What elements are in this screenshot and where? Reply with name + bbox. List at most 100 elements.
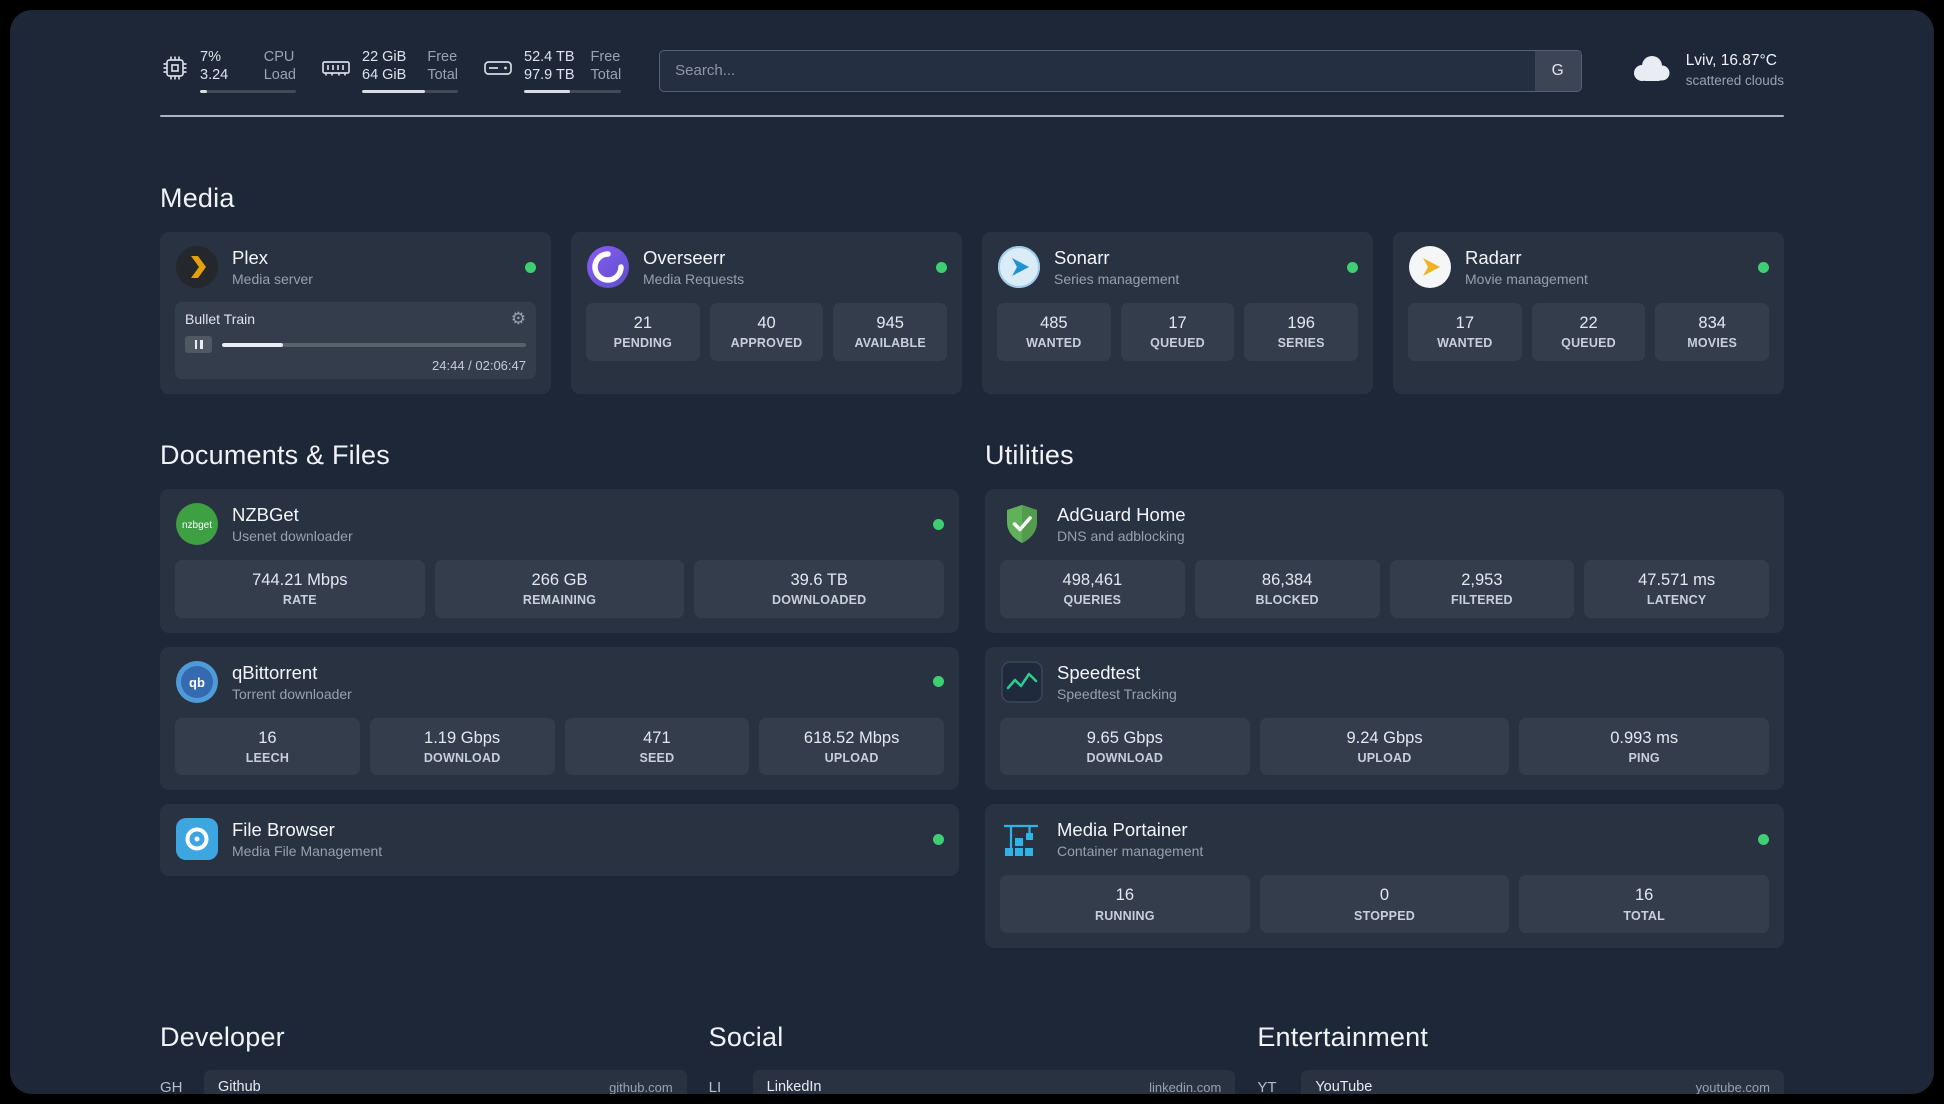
cpu-icon	[160, 53, 190, 88]
portainer-desc: Container management	[1057, 843, 1204, 860]
memory-label-2: Total	[427, 67, 458, 84]
social-section-title: Social	[708, 1022, 784, 1053]
qbittorrent-desc: Torrent downloader	[232, 685, 352, 702]
plex-link[interactable]: Plex Media server	[175, 245, 536, 289]
portainer-stats: 16 RUNNING 0 STOPPED 16 TOTAL	[1000, 875, 1770, 934]
nzbget-desc: Usenet downloader	[232, 528, 353, 545]
bookmark-link-youtube[interactable]: YouTube youtube.com	[1301, 1070, 1784, 1094]
developer-section-title: Developer	[160, 1022, 285, 1053]
speedtest-stat-ping: 0.993 ms PING	[1519, 717, 1770, 776]
bookmark-group-developer: Developer GH Github github.com SO StackO…	[160, 1022, 687, 1094]
cpu-label-2: Load	[263, 67, 296, 84]
radarr-name: Radarr	[1465, 247, 1522, 269]
pause-button[interactable]	[185, 336, 212, 354]
sonarr-status-dot	[1347, 261, 1358, 273]
overseerr-link[interactable]: Overseerr Media Requests	[586, 245, 947, 289]
bookmark-youtube: YT YouTube youtube.com	[1257, 1070, 1784, 1094]
qbittorrent-link[interactable]: qb qBittorrent Torrent downloader	[175, 660, 944, 704]
bookmark-link-linkedin[interactable]: LinkedIn linkedin.com	[752, 1070, 1236, 1094]
disk-free-value: 52.4 TB	[524, 49, 575, 65]
speedtest-link[interactable]: Speedtest Speedtest Tracking	[1000, 660, 1769, 704]
portainer-stat-stopped: 0 STOPPED	[1259, 875, 1510, 934]
weather-cloud-icon	[1628, 52, 1674, 89]
speedtest-stat-upload: 9.24 Gbps UPLOAD	[1259, 717, 1510, 776]
weather-condition: scattered clouds	[1685, 72, 1784, 88]
filebrowser-status-dot	[933, 833, 944, 845]
nzbget-card: nzbget NZBGet Usenet downloader 74	[160, 489, 959, 633]
svg-text:qb: qb	[189, 675, 205, 690]
topbar-divider	[160, 115, 1784, 118]
playback-progress-bar[interactable]	[222, 342, 526, 347]
section-documents: Documents & Files nzbget	[160, 440, 959, 877]
portainer-stat-running: 16 RUNNING	[1000, 875, 1250, 934]
qbittorrent-stat-download: 1.19 Gbps DOWNLOAD	[369, 717, 555, 776]
speedtest-icon	[1000, 660, 1044, 704]
portainer-card: Media Portainer Container management 16 …	[985, 804, 1784, 949]
qbittorrent-stats: 16 LEECH 1.19 Gbps DOWNLOAD 471 SEED	[175, 717, 944, 776]
portainer-name: Media Portainer	[1057, 819, 1188, 841]
sonarr-stat-series: 196 SERIES	[1244, 303, 1359, 361]
radarr-link[interactable]: Radarr Movie management	[1408, 245, 1769, 289]
portainer-icon	[1000, 817, 1044, 861]
speedtest-stats: 9.65 Gbps DOWNLOAD 9.24 Gbps UPLOAD 0.99…	[1000, 717, 1770, 776]
disk-total-value: 97.9 TB	[524, 67, 575, 84]
search-input[interactable]	[659, 49, 1582, 92]
filebrowser-link[interactable]: File Browser Media File Management	[175, 817, 944, 861]
memory-free-value: 22 GiB	[362, 49, 407, 65]
filebrowser-desc: Media File Management	[232, 843, 383, 860]
topbar: 7% 3.24 CPU Load	[160, 48, 1784, 94]
sonarr-link[interactable]: Sonarr Series management	[997, 245, 1358, 289]
plex-track-title: Bullet Train	[185, 310, 256, 327]
nzbget-icon: nzbget	[175, 502, 219, 546]
content: 7% 3.24 CPU Load	[160, 10, 1784, 1094]
adguard-link[interactable]: AdGuard Home DNS and adblocking	[1000, 502, 1769, 546]
gear-icon[interactable]: ⚙	[510, 309, 526, 329]
portainer-link[interactable]: Media Portainer Container management	[1000, 817, 1769, 861]
nzbget-link[interactable]: nzbget NZBGet Usenet downloader	[175, 502, 944, 546]
disk-icon	[482, 53, 514, 88]
overseerr-desc: Media Requests	[643, 271, 745, 288]
adguard-icon	[1000, 502, 1044, 546]
bookmark-link-github[interactable]: Github github.com	[204, 1070, 687, 1094]
disk-progress-bar	[524, 90, 622, 94]
plex-status-dot	[525, 261, 536, 273]
adguard-stats: 498,461 QUERIES 86,384 BLOCKED 2,953 FIL…	[1000, 560, 1769, 618]
adguard-stat-queries: 498,461 QUERIES	[1000, 560, 1185, 618]
overseerr-stat-approved: 40 APPROVED	[709, 303, 824, 361]
memory-widget: 22 GiB 64 GiB Free Total	[320, 48, 458, 94]
disk-widget: 52.4 TB 97.9 TB Free Total	[482, 48, 622, 94]
radarr-stat-movies: 834 MOVIES	[1655, 303, 1770, 361]
qbittorrent-card: qb qBittorrent Torrent downloader	[160, 646, 959, 791]
system-widgets: 7% 3.24 CPU Load	[160, 48, 622, 94]
sonarr-stats: 485 WANTED 17 QUEUED 196 SERIES	[997, 303, 1359, 361]
disk-label-2: Total	[590, 67, 622, 84]
radarr-icon	[1408, 245, 1452, 289]
overseerr-stat-available: 945 AVAILABLE	[833, 303, 948, 361]
qbittorrent-stat-leech: 16 LEECH	[175, 717, 360, 776]
radarr-card: Radarr Movie management 17 WANTED 22 QUE…	[1393, 232, 1784, 395]
bookmark-group-entertainment: Entertainment YT YouTube youtube.com NF …	[1257, 1022, 1784, 1094]
playback-time: 24:44 / 02:06:47	[432, 358, 526, 374]
overseerr-name: Overseerr	[643, 247, 726, 269]
nzbget-stat-rate: 744.21 Mbps RATE	[175, 560, 425, 618]
search-bar: G	[659, 49, 1582, 92]
nzbget-stat-remaining: 266 GB REMAINING	[434, 560, 685, 618]
overseerr-stat-pending: 21 PENDING	[586, 303, 700, 361]
adguard-desc: DNS and adblocking	[1057, 528, 1185, 545]
overseerr-status-dot	[936, 261, 947, 273]
portainer-stat-total: 16 TOTAL	[1519, 875, 1770, 934]
speedtest-name: Speedtest	[1057, 661, 1141, 683]
overseerr-icon	[586, 245, 630, 289]
sonarr-icon	[997, 245, 1041, 289]
radarr-stat-queued: 22 QUEUED	[1531, 303, 1646, 361]
search-provider-button[interactable]: G	[1534, 50, 1581, 91]
memory-icon	[320, 53, 352, 88]
plex-name: Plex	[232, 247, 268, 269]
filebrowser-icon	[175, 817, 219, 861]
section-media: Media Plex Media server	[160, 183, 1784, 395]
bookmark-linkedin: LI LinkedIn linkedin.com	[709, 1070, 1236, 1094]
qbittorrent-stat-seed: 471 SEED	[564, 717, 750, 776]
radarr-stat-wanted: 17 WANTED	[1408, 303, 1522, 361]
cpu-widget: 7% 3.24 CPU Load	[160, 48, 296, 94]
overseerr-card: Overseerr Media Requests 21 PENDING 40 A…	[571, 232, 962, 395]
